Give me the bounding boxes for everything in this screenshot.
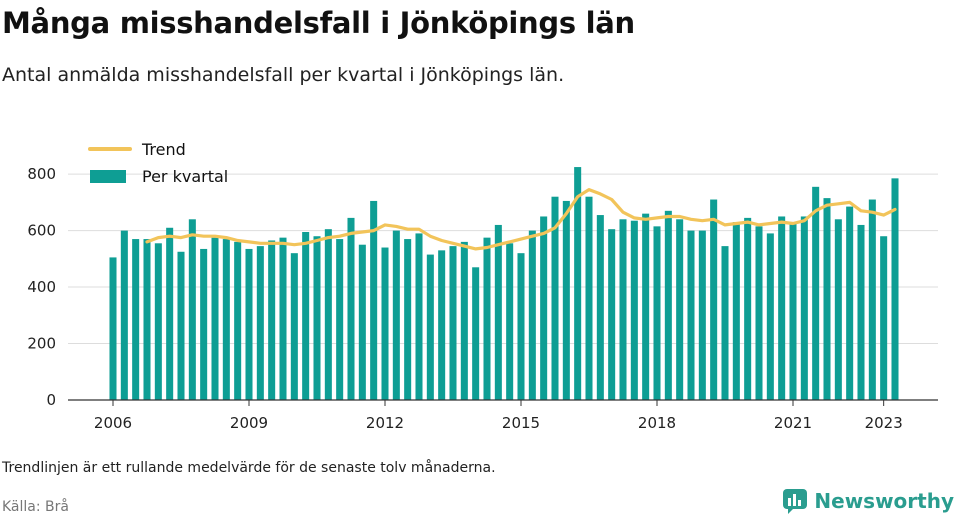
bar	[460, 241, 468, 400]
bar	[653, 226, 661, 400]
x-tick-label: 2018	[638, 414, 676, 432]
bar	[358, 244, 366, 400]
chart-title: Många misshandelsfall i Jönköpings län	[2, 6, 635, 40]
chart-area: 0 200 400 600 800 2006 2009 2012 2015 2018 2021 202…	[27, 140, 938, 432]
bar	[200, 248, 208, 400]
y-tick-label: 200	[27, 335, 56, 353]
bar	[574, 167, 582, 400]
bar	[823, 198, 831, 400]
bar	[596, 215, 604, 400]
bar	[766, 233, 774, 400]
bar	[177, 251, 185, 400]
trend-line	[145, 188, 897, 251]
bar	[608, 229, 616, 400]
bar	[336, 239, 344, 400]
bar	[834, 219, 842, 400]
bar-chart-logo-icon	[783, 489, 808, 514]
bar	[619, 219, 627, 400]
bar	[528, 230, 536, 400]
bar	[290, 253, 298, 400]
y-tick-label: 800	[27, 165, 56, 183]
x-tick-label: 2023	[865, 414, 903, 432]
bar	[347, 217, 355, 400]
legend-swatch-bars	[90, 170, 126, 183]
bar	[494, 224, 502, 400]
bar	[846, 206, 854, 400]
bar	[302, 232, 310, 400]
y-tick-label: 600	[27, 222, 56, 240]
x-tick-label: 2012	[366, 414, 404, 432]
bar	[211, 237, 219, 400]
x-tick-label: 2015	[502, 414, 540, 432]
bar	[109, 257, 117, 400]
bar	[449, 246, 457, 400]
bar	[664, 210, 672, 400]
bar	[234, 241, 242, 400]
bar	[857, 224, 865, 400]
bar	[868, 199, 876, 400]
bar	[415, 233, 423, 400]
bar	[710, 199, 718, 400]
bar	[154, 243, 162, 400]
source-text: Källa: Brå	[2, 499, 69, 515]
bar	[188, 219, 196, 400]
bar	[279, 237, 287, 400]
bar	[676, 219, 684, 400]
x-tick-label: 2006	[94, 414, 132, 432]
x-tick-label: 2021	[774, 414, 812, 432]
bar	[426, 254, 434, 400]
bar	[483, 237, 491, 400]
bar	[132, 239, 140, 400]
bar	[721, 246, 729, 400]
bar	[630, 220, 638, 400]
bar	[585, 196, 593, 400]
bar	[166, 227, 174, 400]
bar	[698, 230, 706, 400]
bar	[370, 200, 378, 400]
brand-logo: Newsworthy	[782, 488, 954, 514]
bar	[517, 253, 525, 400]
bar	[143, 239, 151, 400]
bar	[732, 222, 740, 400]
bar	[812, 186, 820, 400]
bar	[551, 196, 559, 400]
bar	[256, 246, 264, 400]
bar	[506, 243, 514, 400]
bar	[789, 222, 797, 400]
bar	[313, 236, 321, 400]
bar	[687, 230, 695, 400]
bar	[472, 267, 480, 400]
legend-label-trend: Trend	[141, 140, 186, 159]
bar	[642, 213, 650, 400]
bar	[755, 226, 763, 400]
bar	[392, 230, 400, 400]
chart-subtitle: Antal anmälda misshandelsfall per kvarta…	[2, 64, 565, 86]
bar	[540, 216, 548, 400]
legend: Trend Per kvartal	[88, 140, 228, 186]
bar	[880, 236, 888, 400]
bar	[268, 240, 276, 400]
legend-label-bars: Per kvartal	[142, 167, 228, 186]
bar	[245, 248, 253, 400]
bar	[438, 250, 446, 400]
bar	[324, 229, 332, 400]
footnote: Trendlinjen är ett rullande medelvärde f…	[2, 460, 496, 476]
brand-name: Newsworthy	[814, 489, 954, 513]
bar	[404, 239, 412, 400]
y-tick-label: 400	[27, 278, 56, 296]
bar	[120, 230, 128, 400]
bar	[381, 247, 389, 400]
bar	[744, 217, 752, 400]
bar	[778, 216, 786, 400]
bar	[562, 200, 570, 400]
bar	[800, 216, 808, 400]
bar	[891, 178, 899, 400]
x-tick-label: 2009	[230, 414, 268, 432]
y-tick-label: 0	[46, 391, 56, 409]
bar	[222, 239, 230, 400]
